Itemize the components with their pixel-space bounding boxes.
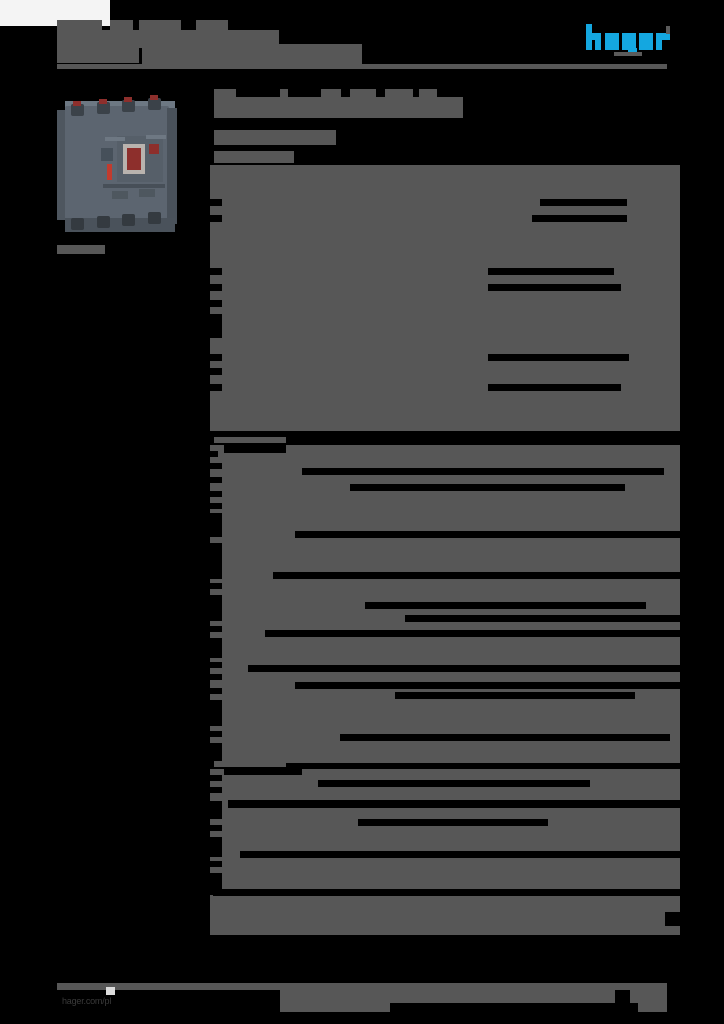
table-row (210, 503, 222, 509)
page-header (0, 0, 724, 78)
table-row (210, 674, 222, 680)
page-eyebrow-word-1 (214, 89, 236, 98)
page-eyebrow-word-6 (419, 89, 437, 98)
table-row (210, 443, 680, 445)
spec-table-a (210, 163, 680, 431)
table-row (210, 314, 222, 338)
table-cell-value (273, 572, 680, 579)
table-cell-value (228, 800, 680, 808)
footer-logo-mark (106, 987, 115, 995)
table-cell-value (248, 665, 680, 672)
table-row (210, 384, 222, 391)
page-eyebrow-word-5 (385, 89, 413, 98)
header-title-word-3 (139, 20, 181, 33)
header-title-word-1 (57, 20, 102, 33)
table-cell-value (488, 384, 621, 391)
table-c-caption (214, 761, 286, 770)
table-cell-value (358, 819, 548, 826)
table-cell-value (213, 889, 680, 896)
spec-table-b (210, 443, 680, 763)
table-row (210, 354, 222, 361)
table-cell-value (488, 354, 629, 361)
table-row (210, 451, 218, 457)
table-row (210, 638, 222, 658)
note-body (210, 912, 665, 926)
table-row (210, 743, 222, 763)
table-row (210, 284, 222, 291)
table-row (210, 463, 222, 469)
note-heading (215, 900, 272, 908)
header-subtitle (57, 48, 139, 63)
header-subtitle-continuation (142, 44, 362, 64)
table-row (210, 300, 222, 307)
table-row (210, 513, 222, 537)
table-cell-value (295, 682, 680, 689)
table-cell-value (295, 531, 680, 538)
table-row (210, 662, 222, 668)
table-b-caption (214, 437, 286, 446)
table-cell-value (488, 284, 621, 291)
table-row (210, 861, 222, 867)
table-row (210, 626, 222, 632)
header-subtitle-text (0, 0, 1, 1)
table-row (210, 583, 222, 589)
footer-page-number-sub (638, 1003, 667, 1012)
product-image-caption (57, 245, 105, 254)
spec-table-c (210, 767, 680, 912)
table-cell-value (532, 215, 627, 222)
note-body-continuation (210, 926, 680, 935)
header-title-word-4 (196, 20, 228, 32)
footer-site-url[interactable]: hager.com/pl (62, 996, 112, 1006)
table-row (210, 700, 222, 726)
table-row (210, 837, 222, 857)
footer-center-text-2 (280, 1003, 390, 1012)
table-cell-value (395, 692, 635, 699)
footer-page-number (630, 990, 667, 1003)
table-row (210, 477, 222, 483)
table-cell-value (318, 780, 590, 787)
header-title-word-2 (110, 20, 133, 33)
table-row (210, 775, 222, 781)
table-cell-value (302, 468, 664, 475)
table-row (210, 688, 222, 694)
table-row (210, 731, 222, 737)
table-cell-value (350, 484, 625, 491)
hager-logo (586, 24, 670, 56)
page-eyebrow-word-4 (350, 89, 376, 98)
table-cell-value (340, 734, 670, 741)
page-title (214, 97, 463, 118)
header-divider (57, 64, 667, 69)
reference-label (214, 130, 336, 145)
header-title-text (0, 0, 1, 1)
table-cell-label (224, 767, 302, 775)
table-row (210, 767, 680, 769)
table-cell-value (240, 851, 680, 858)
table-row (210, 595, 222, 621)
table-row (210, 199, 222, 206)
table-row (210, 268, 222, 275)
table-row (210, 825, 222, 831)
table-cell-value (540, 199, 627, 206)
footer-center-text (280, 990, 615, 1003)
table-row (210, 543, 222, 579)
page-eyebrow-word-2 (280, 89, 288, 98)
table-row (210, 801, 222, 819)
footer-divider (57, 983, 667, 990)
table-row (210, 368, 222, 375)
table-row (210, 215, 222, 222)
header-title (57, 30, 279, 48)
table-cell-value (365, 602, 646, 609)
table-a-caption (214, 157, 286, 166)
table-cell-value (265, 630, 680, 637)
page-eyebrow-word-3 (321, 89, 341, 98)
table-cell-label (224, 443, 286, 453)
table-cell-value (405, 615, 680, 622)
table-row (210, 163, 680, 165)
table-row (210, 491, 222, 497)
product-image (57, 88, 185, 242)
table-row (210, 787, 222, 793)
table-cell-value (488, 268, 614, 275)
